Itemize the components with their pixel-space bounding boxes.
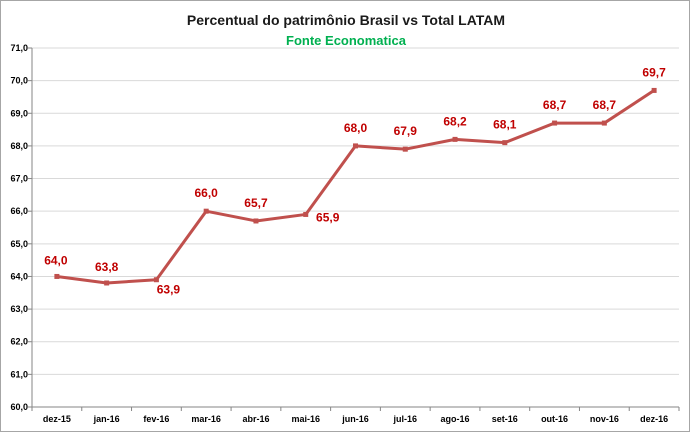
series-line	[56, 89, 655, 285]
data-label: 63,9	[157, 283, 181, 297]
y-tick-label: 70,0	[10, 76, 28, 86]
x-tick-label: dez-16	[640, 414, 668, 424]
data-point-marker	[402, 146, 408, 152]
data-label: 66,0	[195, 186, 219, 200]
y-tick-label: 66,0	[10, 206, 28, 216]
data-point-marker	[54, 273, 60, 279]
data-label: 68,1	[493, 118, 517, 132]
x-tick-label: abr-16	[242, 414, 269, 424]
y-tick-label: 62,0	[10, 337, 28, 347]
data-point-marker	[651, 87, 657, 93]
y-tick-label: 65,0	[10, 239, 28, 249]
y-tick-label: 67,0	[10, 174, 28, 184]
x-tick-label: mar-16	[191, 414, 221, 424]
data-label: 69,7	[642, 65, 666, 79]
data-label: 68,0	[344, 121, 368, 135]
data-label: 67,9	[394, 124, 418, 138]
data-point-marker	[353, 143, 358, 149]
x-tick-label: ago-16	[441, 414, 470, 424]
data-point-marker	[502, 140, 508, 146]
data-point-marker	[552, 120, 558, 126]
chart-title: Percentual do patrimônio Brasil vs Total…	[187, 12, 505, 28]
data-point-marker	[153, 277, 159, 283]
x-tick-label: set-16	[492, 414, 518, 424]
data-point-marker	[253, 218, 259, 224]
data-label: 68,7	[543, 98, 567, 112]
y-tick-label: 68,0	[10, 141, 28, 151]
data-point-marker	[104, 280, 110, 286]
y-tick-label: 63,0	[10, 304, 28, 314]
data-label: 63,8	[95, 260, 119, 274]
data-label: 68,7	[593, 98, 617, 112]
y-tick-label: 61,0	[10, 369, 28, 379]
data-point-marker	[452, 136, 458, 142]
data-label: 68,2	[443, 114, 467, 128]
x-tick-label: jul-16	[393, 414, 418, 424]
data-labels: 64,0 63,8 63,9 66,0 65,7 65,9 68,0 67,9 68,2 68,1…	[44, 65, 666, 296]
x-tick-label: fev-16	[143, 414, 169, 424]
data-point-marker	[303, 211, 309, 217]
data-label: 65,9	[316, 210, 340, 224]
series-layer	[54, 87, 657, 286]
data-point-marker	[203, 208, 209, 214]
y-tick-label: 60,0	[10, 402, 28, 412]
y-tick-label: 71,0	[10, 43, 28, 53]
x-tick-label: dez-15	[43, 414, 71, 424]
data-point-marker	[601, 120, 607, 126]
gridlines	[32, 47, 679, 375]
y-tick-label: 69,0	[10, 108, 28, 118]
x-tick-label: jan-16	[93, 414, 120, 424]
x-tick-label: jun-16	[341, 414, 369, 424]
chart-subtitle: Fonte Economatica	[286, 33, 407, 48]
y-tick-label: 64,0	[10, 271, 28, 281]
x-tick-label: nov-16	[590, 414, 619, 424]
data-label: 64,0	[44, 253, 68, 267]
data-label: 65,7	[244, 196, 268, 210]
x-tick-label: mai-16	[291, 414, 320, 424]
x-tick-label: out-16	[541, 414, 568, 424]
axes: 60,0 61,0 62,0 63,0 64,0 65,0 66,0 67,0 68,0 69,0…	[10, 43, 680, 424]
